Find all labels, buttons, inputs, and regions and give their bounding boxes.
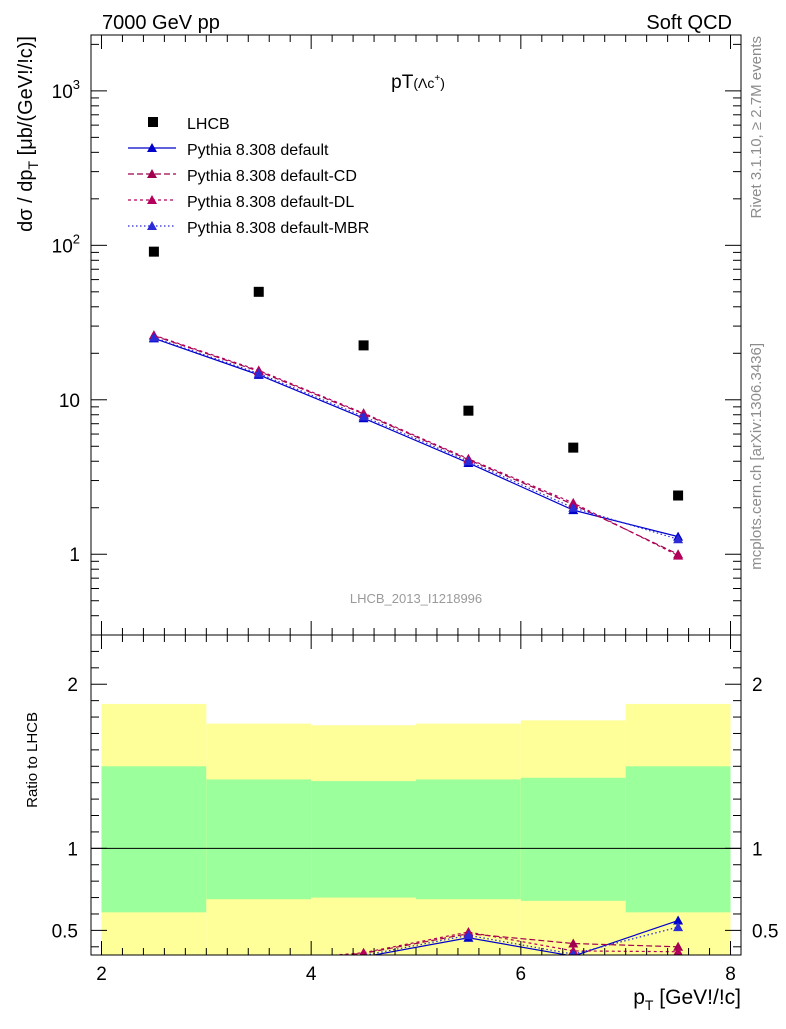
mc-point	[253, 368, 264, 378]
main-series	[148, 246, 684, 560]
mc-line	[153, 337, 679, 538]
mc-point	[568, 502, 579, 512]
band-inner	[311, 781, 416, 898]
data-point	[568, 442, 579, 453]
y-tick-label: 103	[52, 77, 80, 103]
ratio-point	[570, 949, 577, 955]
x-tick-label: 4	[306, 964, 317, 985]
x-tick-label: 2	[96, 964, 107, 985]
rivet-label: Rivet 3.1.10, ≥ 2.7M events	[748, 36, 765, 219]
legend-marker	[147, 195, 157, 204]
mc-point	[673, 550, 684, 560]
y-tick-label: 102	[52, 231, 80, 257]
ratio-point	[673, 941, 684, 951]
ratio-line	[329, 931, 679, 955]
y-tick-label: 2	[67, 675, 78, 696]
x-tick-label: 6	[516, 964, 527, 985]
mc-point	[568, 497, 579, 507]
ratio-line	[337, 933, 679, 955]
legend-label: Pythia 8.308 default-MBR	[187, 220, 369, 237]
ratio-point	[673, 915, 684, 925]
x-tick-label: 8	[725, 964, 736, 985]
legend-marker	[147, 221, 157, 230]
data-point	[148, 246, 159, 257]
data-point	[358, 340, 369, 351]
band-inner	[416, 779, 521, 900]
y-tick-label: 0.5	[52, 921, 78, 942]
mc-point	[673, 534, 684, 544]
legend-swatch	[148, 117, 158, 127]
header-left: 7000 GeV pp	[102, 12, 220, 34]
legend: LHCB Pythia 8.308 default Pythia 8.308 def…	[128, 116, 369, 237]
mc-line	[153, 334, 679, 557]
y-tick-label: 10	[59, 391, 80, 412]
legend-label: Pythia 8.308 default-DL	[187, 194, 354, 211]
axis-labels: 1 10 102 103 0.5 0.5 1 1 2 2 2 4 6 8 dσ / dpT [μb/(GeV…	[15, 36, 778, 1013]
y-tick-label: 1	[752, 839, 763, 860]
ratio-y-axis-label: Ratio to LHCB	[24, 712, 41, 808]
main-title: pT(Λc+)	[391, 72, 445, 93]
legend-marker	[147, 143, 157, 152]
legend-label: Pythia 8.308 default-CD	[187, 168, 357, 185]
ratio-point	[673, 922, 684, 932]
y-tick-label: 1	[67, 839, 78, 860]
ratio-point	[359, 947, 368, 955]
band-inner	[206, 779, 312, 900]
data-point	[253, 286, 264, 297]
y-tick-label: 0.5	[752, 921, 778, 942]
mc-line	[153, 335, 679, 555]
band-inner	[101, 766, 207, 913]
axis-ticks	[91, 35, 741, 955]
ratio-bands	[91, 703, 741, 955]
data-point	[463, 405, 474, 416]
legend-marker	[147, 169, 157, 178]
ratio-line	[362, 926, 679, 955]
watermark: LHCB_2013_I1218996	[350, 591, 482, 606]
ratio-point	[463, 930, 474, 940]
x-axis-label: pT [GeV!/!c]	[633, 986, 741, 1013]
mc-point	[463, 456, 474, 466]
legend-label: LHCB	[187, 116, 230, 133]
y-tick-label: 2	[752, 675, 763, 696]
y-tick-label: 1	[69, 545, 80, 566]
source-label: mcplots.cern.ch [arXiv:1306.3436]	[748, 343, 765, 570]
header-right: Soft QCD	[646, 12, 732, 34]
mc-point	[358, 411, 369, 421]
ratio-point	[673, 946, 683, 955]
mc-line	[153, 336, 679, 540]
band-inner	[520, 777, 626, 901]
side-labels: Rivet 3.1.10, ≥ 2.7M events mcplots.cern…	[748, 36, 765, 570]
data-point	[673, 490, 684, 501]
mc-point	[148, 332, 159, 342]
ratio-series	[329, 915, 684, 955]
band-inner	[625, 766, 731, 913]
y-axis-label: dσ / dpT [μb/(GeV!/!c)]	[15, 36, 41, 232]
ratio-point	[568, 938, 579, 948]
legend-label: Pythia 8.308 default	[187, 142, 329, 159]
